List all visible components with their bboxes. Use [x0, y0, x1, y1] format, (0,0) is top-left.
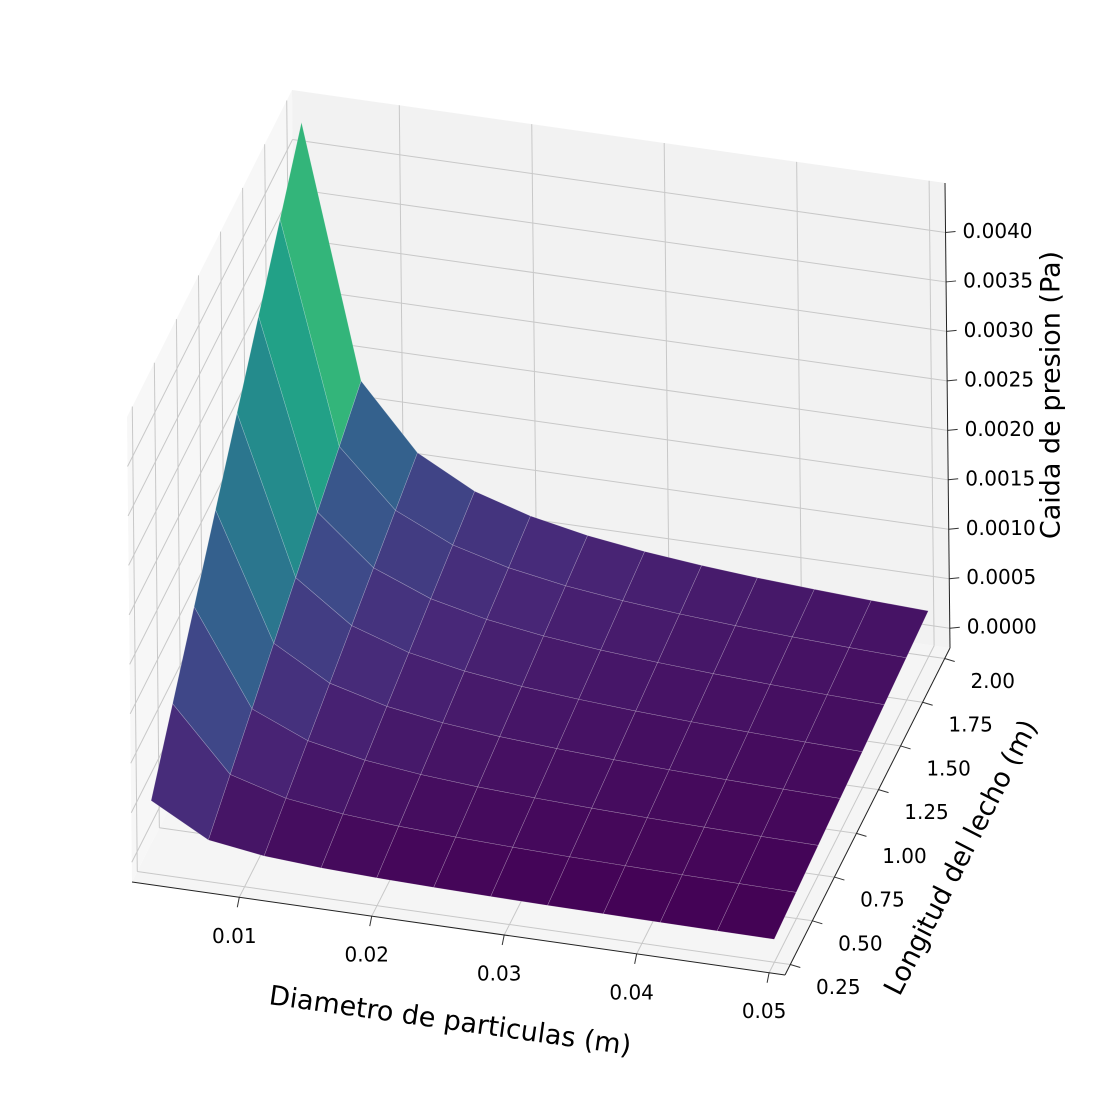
tick-mark: [900, 745, 911, 750]
tick-mark: [856, 832, 867, 837]
tick-mark: [790, 964, 801, 968]
grid-line: [153, 362, 160, 828]
tick-mark: [501, 934, 505, 946]
x-tick-label: 0.01: [212, 924, 257, 948]
y-tick-label: 1.00: [882, 844, 927, 868]
grid-line: [131, 406, 138, 872]
grid-line: [127, 188, 294, 517]
tick-mark: [948, 527, 959, 530]
grid-line: [796, 161, 803, 627]
y-tick-label: 0.75: [860, 888, 905, 912]
y-tick-label: 1.25: [904, 800, 949, 824]
tick-mark: [947, 379, 958, 382]
tick-mark: [947, 428, 958, 431]
z-tick-label: 0.0030: [964, 318, 1034, 342]
grid-line: [127, 139, 293, 467]
y-tick-label: 1.75: [948, 713, 993, 737]
y-tick-label: 0.50: [838, 931, 883, 955]
tick-mark: [878, 789, 889, 794]
grid-line: [294, 287, 948, 382]
x-axis-label: Diametro de particulas (m): [267, 980, 633, 1062]
grid-line: [292, 138, 946, 233]
tick-mark: [946, 280, 957, 283]
surface: [150, 122, 929, 940]
z-axis-label: Caida de presion (Pa): [1036, 251, 1067, 539]
y-axis-line: [784, 647, 951, 976]
y-tick-label: 0.25: [816, 975, 861, 999]
grid-line: [292, 188, 947, 283]
tick-mark: [812, 920, 823, 925]
z-tick-label: 0.0025: [964, 367, 1034, 391]
y-tick-label: 1.50: [926, 756, 971, 780]
tick-mark: [766, 972, 770, 983]
z-tick-label: 0.0000: [967, 615, 1037, 639]
z-tick-label: 0.0040: [963, 219, 1033, 243]
tick-mark: [945, 230, 956, 233]
tick-mark: [634, 953, 638, 964]
grid-line: [137, 871, 791, 966]
x-tick-label: 0.03: [477, 962, 522, 986]
y-tick-label: 2.00: [970, 669, 1015, 693]
x-axis-line: [131, 881, 786, 976]
z-axis-line: [944, 182, 951, 649]
x-tick-label: 0.04: [609, 980, 654, 1004]
tick-mark: [236, 897, 240, 908]
tick-mark: [922, 701, 933, 706]
tick-mark: [946, 329, 957, 332]
left-pane: [127, 90, 297, 882]
grid-line: [531, 124, 538, 590]
surface-face: [716, 883, 797, 940]
grid-line: [294, 336, 948, 431]
tick-mark: [834, 876, 845, 881]
tick-mark: [948, 478, 959, 481]
z-tick-label: 0.0020: [965, 417, 1035, 441]
x-tick-label: 0.05: [742, 999, 787, 1023]
tick-mark: [944, 658, 955, 662]
axes: 0.01 0.02 0.03 0.04 0.05 0.25 0.50 0.75 1.00 1.25…: [131, 182, 1037, 1023]
tick-mark: [369, 916, 373, 927]
grid-line: [928, 180, 935, 646]
z-tick-label: 0.0010: [966, 516, 1036, 540]
grid-line: [295, 386, 949, 481]
z-tick-label: 0.0035: [963, 268, 1033, 292]
z-tick-label: 0.0005: [966, 565, 1036, 589]
surface-face: [848, 600, 929, 659]
z-tick-label: 0.0015: [965, 466, 1035, 490]
tick-mark: [949, 626, 960, 629]
grid-line: [663, 143, 670, 609]
x-tick-label: 0.02: [344, 943, 389, 967]
grid-line: [293, 237, 947, 332]
tick-mark: [949, 577, 960, 580]
